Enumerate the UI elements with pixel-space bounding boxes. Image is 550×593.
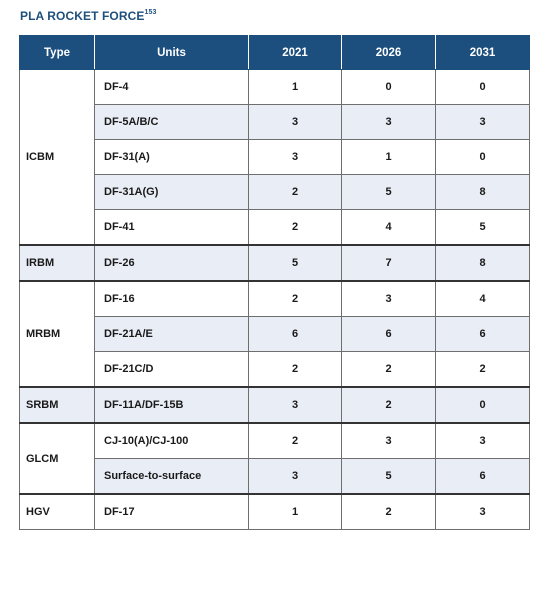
value-2026: 3: [341, 422, 436, 459]
unit-cell: DF-21C/D: [94, 351, 249, 388]
value-2026: 3: [341, 104, 436, 140]
table-row: DF-21C/D 2 2 2: [20, 351, 530, 388]
table-row: DF-31(A) 3 1 0: [20, 139, 530, 175]
value-2021: 3: [248, 386, 342, 424]
value-2031: 8: [435, 244, 530, 282]
header-2021: 2021: [248, 35, 342, 70]
value-2021: 3: [248, 139, 342, 175]
value-2026: 2: [341, 386, 436, 424]
value-2031: 3: [435, 422, 530, 459]
unit-cell: DF-4: [94, 69, 249, 105]
value-2021: 2: [248, 209, 342, 246]
value-2026: 5: [341, 458, 436, 495]
table-row: MRBM DF-16 2 3 4: [19, 280, 530, 388]
unit-cell: DF-26: [94, 244, 249, 282]
table-title: PLA ROCKET FORCE153: [20, 9, 157, 23]
type-cell: ICBM: [19, 69, 95, 246]
value-2031: 2: [435, 351, 530, 388]
value-2031: 3: [435, 493, 530, 530]
type-cell: IRBM: [19, 244, 95, 282]
table-row: DF-31A(G) 2 5 8: [20, 174, 530, 210]
value-2021: 3: [248, 104, 342, 140]
value-2026: 3: [341, 280, 436, 317]
value-2026: 0: [341, 69, 436, 105]
unit-cell: Surface-to-surface: [94, 458, 249, 495]
type-cell: SRBM: [19, 386, 95, 424]
unit-cell: CJ-10(A)/CJ-100: [94, 422, 249, 459]
title-footnote: 153: [144, 9, 157, 16]
unit-cell: DF-31A(G): [94, 174, 249, 210]
unit-cell: DF-21A/E: [94, 316, 249, 352]
value-2031: 4: [435, 280, 530, 317]
table-row: HGV DF-17 1 2 3: [19, 493, 530, 530]
value-2026: 4: [341, 209, 436, 246]
value-2026: 2: [341, 351, 436, 388]
header-type: Type: [19, 35, 95, 70]
value-2021: 2: [248, 174, 342, 210]
table-row: IRBM DF-26 5 7 8: [19, 244, 530, 282]
value-2031: 0: [435, 69, 530, 105]
value-2021: 2: [248, 351, 342, 388]
value-2031: 8: [435, 174, 530, 210]
value-2031: 6: [435, 458, 530, 495]
table-row: GLCM CJ-10(A)/CJ-100 2 3 3: [19, 422, 530, 495]
unit-cell: DF-11A/DF-15B: [94, 386, 249, 424]
value-2031: 6: [435, 316, 530, 352]
value-2021: 3: [248, 458, 342, 495]
table-row: DF-5A/B/C 3 3 3: [20, 104, 530, 140]
value-2021: 2: [248, 280, 342, 317]
value-2031: 0: [435, 139, 530, 175]
value-2026: 6: [341, 316, 436, 352]
type-cell: HGV: [19, 493, 95, 530]
type-cell: GLCM: [19, 422, 95, 495]
value-2021: 6: [248, 316, 342, 352]
table-row: SRBM DF-11A/DF-15B 3 2 0: [19, 386, 530, 424]
table-row: Surface-to-surface 3 5 6: [20, 458, 530, 495]
header-2031: 2031: [435, 35, 530, 70]
value-2026: 7: [341, 244, 436, 282]
unit-cell: DF-41: [94, 209, 249, 246]
value-2031: 0: [435, 386, 530, 424]
value-2031: 5: [435, 209, 530, 246]
value-2026: 1: [341, 139, 436, 175]
table-row: DF-21A/E 6 6 6: [20, 316, 530, 352]
header-2026: 2026: [341, 35, 436, 70]
unit-cell: DF-17: [94, 493, 249, 530]
value-2026: 2: [341, 493, 436, 530]
value-2031: 3: [435, 104, 530, 140]
type-cell: MRBM: [19, 280, 95, 388]
rocket-force-table: Type Units 2021 2026 2031 ICBM DF-4 1 0 …: [19, 35, 530, 530]
table-row: DF-41 2 4 5: [20, 209, 530, 246]
value-2021: 1: [248, 493, 342, 530]
header-row: Type Units 2021 2026 2031: [19, 35, 530, 70]
unit-cell: DF-16: [94, 280, 249, 317]
value-2021: 2: [248, 422, 342, 459]
value-2021: 1: [248, 69, 342, 105]
table-row: ICBM DF-4 1 0 0: [19, 69, 530, 246]
unit-cell: DF-5A/B/C: [94, 104, 249, 140]
value-2026: 5: [341, 174, 436, 210]
header-units: Units: [94, 35, 249, 70]
value-2021: 5: [248, 244, 342, 282]
unit-cell: DF-31(A): [94, 139, 249, 175]
